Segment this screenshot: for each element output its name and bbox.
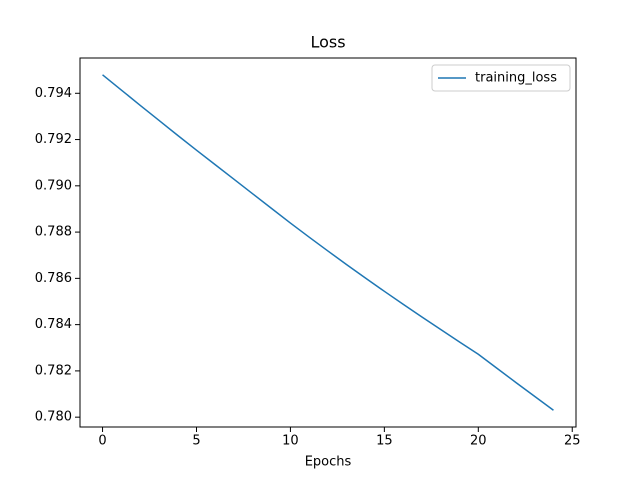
line (102, 74, 554, 411)
y-tick-label: 0.790 (35, 178, 72, 193)
plot-frame (79, 57, 577, 428)
y-tick-label: 0.786 (35, 271, 72, 286)
x-tick-label: 5 (192, 434, 200, 449)
legend-label: training_loss (475, 71, 557, 86)
y-tick-label: 0.782 (35, 363, 72, 378)
x-tick-label: 10 (282, 434, 299, 449)
x-tick-label: 25 (564, 434, 581, 449)
y-tick-label: 0.792 (35, 132, 72, 147)
legend-box (431, 64, 571, 92)
y-tick-label: 0.788 (35, 225, 72, 240)
chart-title: Loss (310, 33, 345, 52)
x-tick-label: 0 (98, 434, 106, 449)
y-tick-label: 0.784 (35, 317, 72, 332)
y-tick-label: 0.780 (35, 410, 72, 425)
x-axis-label: Epochs (305, 455, 352, 470)
x-tick-label: 15 (376, 434, 393, 449)
y-tick-label: 0.794 (35, 86, 72, 101)
x-tick-label: 20 (470, 434, 487, 449)
